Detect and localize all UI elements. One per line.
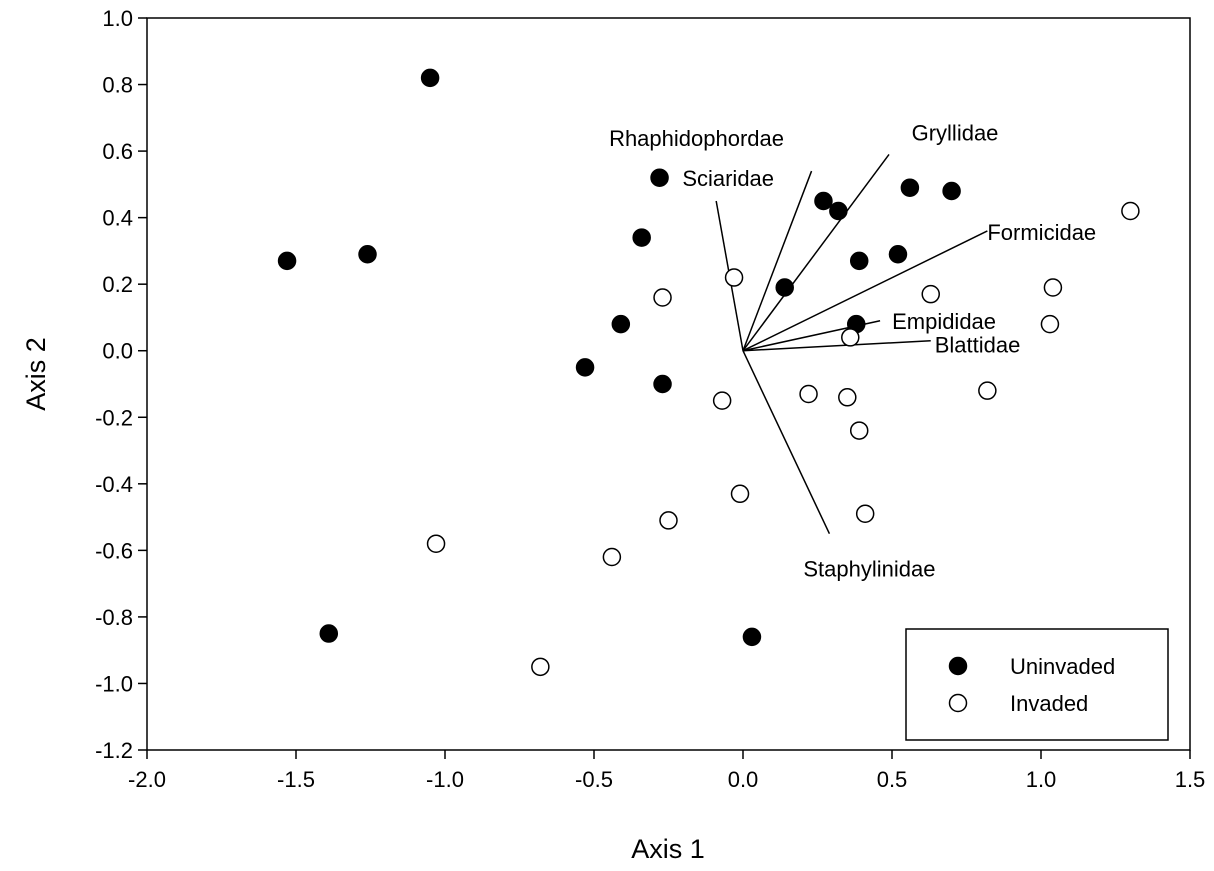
point-uninvaded bbox=[815, 193, 832, 210]
legend-label: Invaded bbox=[1010, 691, 1088, 716]
point-uninvaded bbox=[851, 252, 868, 269]
vector-label: Empididae bbox=[892, 309, 996, 334]
y-tick-label: 0.8 bbox=[102, 73, 133, 98]
y-tick-label: 1.0 bbox=[102, 6, 133, 31]
y-tick-label: -0.2 bbox=[95, 405, 133, 430]
point-uninvaded bbox=[830, 202, 847, 219]
vector-label: Blattidae bbox=[935, 333, 1021, 358]
y-tick-label: 0.6 bbox=[102, 139, 133, 164]
x-tick-label: -1.0 bbox=[426, 767, 464, 792]
point-uninvaded bbox=[359, 246, 376, 263]
point-invaded bbox=[857, 505, 874, 522]
point-uninvaded bbox=[577, 359, 594, 376]
point-uninvaded bbox=[901, 179, 918, 196]
x-tick-label: 1.5 bbox=[1175, 767, 1206, 792]
x-tick-label: -0.5 bbox=[575, 767, 613, 792]
y-axis-title: Axis 2 bbox=[21, 337, 51, 411]
point-uninvaded bbox=[743, 628, 760, 645]
x-tick-label: 1.0 bbox=[1026, 767, 1057, 792]
point-uninvaded bbox=[422, 69, 439, 86]
point-invaded bbox=[1122, 202, 1139, 219]
point-invaded bbox=[800, 385, 817, 402]
x-axis: -2.0 -1.5 -1.0 -0.5 0.0 0.5 1.0 1.5 bbox=[128, 750, 1205, 792]
legend-marker-invaded bbox=[950, 695, 967, 712]
biplot-vectors: Rhaphidophordae Gryllidae Sciaridae Formici… bbox=[609, 120, 1096, 581]
legend-label: Uninvaded bbox=[1010, 654, 1115, 679]
point-invaded bbox=[532, 658, 549, 675]
point-invaded bbox=[839, 389, 856, 406]
point-invaded bbox=[660, 512, 677, 529]
y-tick-label: 0.4 bbox=[102, 206, 133, 231]
point-uninvaded bbox=[633, 229, 650, 246]
point-invaded bbox=[603, 549, 620, 566]
point-invaded bbox=[714, 392, 731, 409]
vector-line bbox=[743, 341, 931, 351]
point-uninvaded bbox=[889, 246, 906, 263]
point-invaded bbox=[979, 382, 996, 399]
point-invaded bbox=[428, 535, 445, 552]
point-uninvaded bbox=[654, 376, 671, 393]
legend-marker-uninvaded bbox=[950, 658, 967, 675]
y-tick-label: -1.0 bbox=[95, 671, 133, 696]
point-invaded bbox=[842, 329, 859, 346]
x-tick-label: 0.0 bbox=[728, 767, 759, 792]
y-tick-label: -0.8 bbox=[95, 605, 133, 630]
point-invaded bbox=[922, 286, 939, 303]
vector-line bbox=[743, 171, 812, 351]
y-tick-label: -0.4 bbox=[95, 472, 133, 497]
point-uninvaded bbox=[612, 316, 629, 333]
legend-box bbox=[906, 629, 1168, 740]
x-axis-title: Axis 1 bbox=[631, 834, 705, 864]
point-invaded bbox=[1041, 316, 1058, 333]
vector-label: Staphylinidae bbox=[803, 557, 935, 582]
vector-label: Gryllidae bbox=[912, 120, 999, 145]
point-uninvaded bbox=[651, 169, 668, 186]
y-axis: -1.2 -1.0 -0.8 -0.6 -0.4 -0.2 0.0 0.2 0.4 0.6 0.8 1… bbox=[95, 6, 147, 763]
vector-label: Rhaphidophordae bbox=[609, 126, 784, 151]
point-uninvaded bbox=[279, 252, 296, 269]
point-invaded bbox=[726, 269, 743, 286]
point-invaded bbox=[654, 289, 671, 306]
x-tick-label: 0.5 bbox=[877, 767, 908, 792]
point-invaded bbox=[732, 485, 749, 502]
x-tick-label: -1.5 bbox=[277, 767, 315, 792]
point-uninvaded bbox=[776, 279, 793, 296]
y-tick-label: 0.0 bbox=[102, 339, 133, 364]
point-uninvaded bbox=[943, 183, 960, 200]
point-invaded bbox=[1044, 279, 1061, 296]
point-invaded bbox=[851, 422, 868, 439]
vector-line bbox=[743, 351, 829, 534]
y-tick-label: -0.6 bbox=[95, 538, 133, 563]
y-tick-label: 0.2 bbox=[102, 272, 133, 297]
legend: Uninvaded Invaded bbox=[906, 629, 1168, 740]
y-tick-label: -1.2 bbox=[95, 738, 133, 763]
x-tick-label: -2.0 bbox=[128, 767, 166, 792]
vector-label: Sciaridae bbox=[682, 166, 774, 191]
data-points bbox=[279, 69, 1139, 675]
point-uninvaded bbox=[320, 625, 337, 642]
vector-label: Formicidae bbox=[987, 220, 1096, 245]
